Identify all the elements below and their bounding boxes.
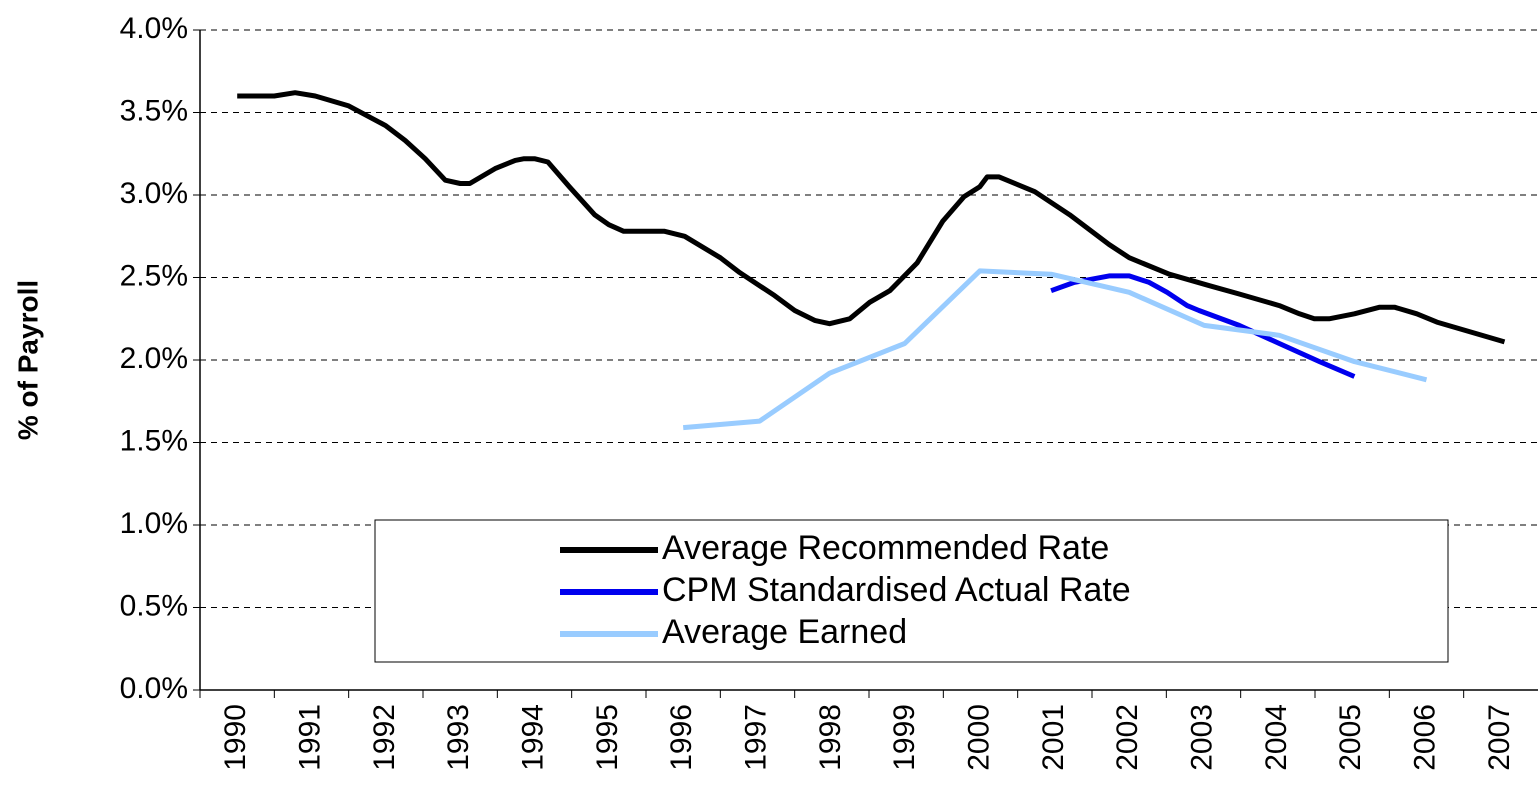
x-tick-label: 2001 xyxy=(1037,704,1070,771)
y-tick-label: 3.0% xyxy=(120,177,188,210)
y-tick-label: 1.5% xyxy=(120,424,188,457)
legend-label: Average Recommended Rate xyxy=(662,529,1109,567)
x-tick-label: 1998 xyxy=(814,704,847,771)
x-tick-label: 2006 xyxy=(1408,704,1441,771)
x-tick-label: 1993 xyxy=(442,704,475,771)
x-tick-label: 2000 xyxy=(962,704,995,771)
x-tick-label: 1990 xyxy=(219,704,252,771)
y-tick-label: 2.0% xyxy=(120,342,188,375)
x-tick-label: 1991 xyxy=(293,704,326,771)
x-tick-label: 1992 xyxy=(368,704,401,771)
y-tick-label: 3.5% xyxy=(120,94,188,127)
y-tick-label: 0.5% xyxy=(120,589,188,622)
line-series xyxy=(1050,273,1356,379)
legend-box xyxy=(374,519,1449,663)
legend-label: Average Earned xyxy=(662,613,907,651)
x-tick-label: 2005 xyxy=(1334,704,1367,771)
line-series xyxy=(237,90,1506,345)
y-tick-label: 4.0% xyxy=(120,12,188,45)
x-tick-label: 2004 xyxy=(1260,704,1293,771)
x-tick-label: 1999 xyxy=(888,704,921,771)
line-series xyxy=(682,268,1428,431)
y-tick-label: 1.0% xyxy=(120,507,188,540)
x-tick-label: 1994 xyxy=(516,704,549,771)
x-tick-label: 2003 xyxy=(1185,704,1218,771)
x-tick-label: 1996 xyxy=(665,704,698,771)
x-tick-label: 1997 xyxy=(739,704,772,771)
y-axis-label: % of Payroll xyxy=(12,280,43,440)
x-tick-label: 2007 xyxy=(1483,704,1516,771)
x-tick-label: 1995 xyxy=(591,704,624,771)
x-tick-label: 2002 xyxy=(1111,704,1144,771)
y-tick-label: 2.5% xyxy=(120,259,188,292)
y-tick-label: 0.0% xyxy=(120,672,188,705)
legend-label: CPM Standardised Actual Rate xyxy=(662,571,1131,609)
